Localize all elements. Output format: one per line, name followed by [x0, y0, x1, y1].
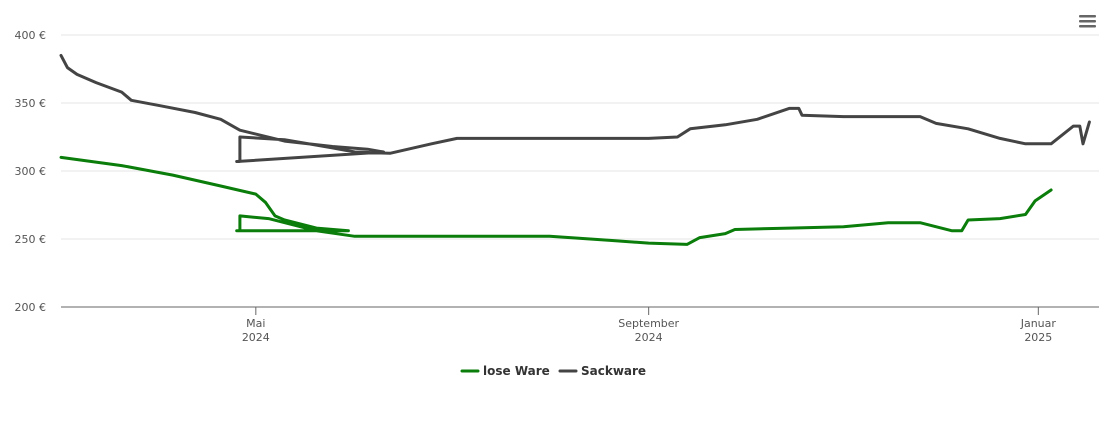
series-line-sackware	[59, 53, 1091, 163]
x-tick-label: Mai 2024	[242, 317, 270, 344]
x-axis: Mai 2024 September 2024 Januar 2025	[61, 306, 1099, 344]
legend-item-lose-ware[interactable]: lose Ware	[460, 364, 550, 378]
y-tick-label: 250 €	[15, 233, 47, 246]
y-axis: 200 € 250 € 300 € 350 € 400 €	[15, 29, 47, 314]
y-tick-label: 350 €	[15, 97, 47, 110]
y-tick-label: 300 €	[15, 165, 47, 178]
x-tick-label: Januar 2025	[1020, 317, 1057, 344]
legend: lose Ware Sackware	[460, 364, 646, 378]
legend-item-sackware[interactable]: Sackware	[558, 364, 646, 378]
series-line-lose-ware	[59, 155, 1053, 246]
x-tick-label: September 2024	[618, 317, 679, 344]
y-tick-label: 400 €	[15, 29, 47, 42]
legend-label: Sackware	[581, 364, 646, 378]
hamburger-menu-icon	[1079, 15, 1096, 28]
y-tick-label: 200 €	[15, 301, 47, 314]
chart-menu-button[interactable]	[1076, 12, 1098, 32]
legend-label: lose Ware	[483, 364, 550, 378]
series-lines	[59, 53, 1091, 246]
